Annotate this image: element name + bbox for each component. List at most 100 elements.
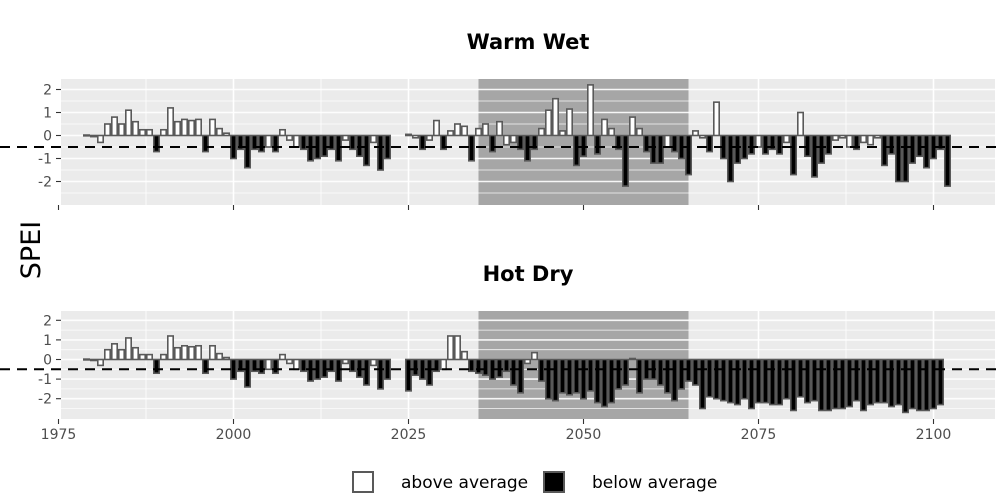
bar-1986 [132, 120, 140, 137]
legend: above average below average [352, 471, 717, 493]
bar-2040 [509, 358, 517, 386]
bar-2096 [901, 134, 909, 183]
bar-2039 [502, 134, 510, 146]
bar-2089 [852, 358, 860, 402]
bar-1981 [97, 358, 105, 367]
bar-2095 [894, 134, 902, 183]
bar-2041 [516, 358, 524, 394]
bar-2067 [698, 134, 706, 139]
bar-2050 [579, 358, 587, 400]
bar-2078 [775, 358, 783, 406]
bar-2065 [684, 134, 692, 176]
legend-key-above [352, 471, 374, 493]
bar-1993 [181, 118, 189, 137]
bar-2004 [257, 134, 265, 153]
bar-2014 [327, 134, 335, 151]
bar-2091 [866, 134, 874, 146]
bar-1993 [181, 344, 189, 361]
bar-2000 [230, 358, 238, 380]
bar-2076 [761, 134, 769, 155]
x-tick-label: 2075 [741, 427, 777, 443]
bar-2095 [894, 358, 902, 406]
bar-2020 [369, 134, 377, 144]
bar-1992 [174, 346, 182, 361]
bar-2033 [460, 125, 468, 137]
bar-2017 [348, 134, 356, 151]
bar-2066 [691, 130, 699, 137]
bar-1996 [202, 134, 210, 153]
bar-1994 [188, 119, 196, 137]
bar-2022 [383, 358, 391, 380]
bar-2029 [432, 119, 440, 137]
bar-2036 [481, 358, 489, 376]
bar-1992 [174, 120, 182, 137]
x-tick-label: 2050 [566, 427, 602, 443]
bar-2067 [698, 358, 706, 410]
bar-2086 [831, 358, 839, 410]
bar-2028 [425, 358, 433, 386]
x-tick-label: 2025 [391, 427, 427, 443]
bar-2034 [467, 358, 475, 373]
bar-2029 [432, 358, 440, 373]
bar-2006 [271, 358, 279, 375]
legend-label-above: above average [401, 473, 528, 493]
bar-2041 [516, 134, 524, 151]
bar-2061 [656, 134, 664, 164]
bar-2046 [551, 97, 559, 137]
bar-2090 [859, 134, 867, 144]
bar-2092 [873, 358, 881, 404]
bar-2082 [803, 358, 811, 404]
bar-2054 [607, 358, 615, 404]
x-axis-ticks: 1975 2000 2025 2050 2075 2100 [41, 419, 951, 443]
bar-2096 [901, 358, 909, 414]
bar-2080 [789, 134, 797, 176]
bar-2091 [866, 358, 874, 406]
bar-2002 [244, 358, 252, 388]
bar-2058 [635, 358, 643, 394]
bar-2061 [656, 358, 664, 386]
bar-2086 [831, 134, 839, 141]
bar-2069 [712, 101, 720, 137]
bar-2044 [537, 358, 545, 382]
bar-2050 [579, 134, 587, 158]
bar-2068 [705, 358, 713, 398]
bar-2030 [439, 358, 447, 371]
bar-1985 [125, 109, 133, 137]
bar-series [83, 335, 944, 414]
bar-2008 [285, 134, 293, 141]
bar-2076 [761, 358, 769, 404]
bar-2035 [474, 127, 482, 137]
bar-2005 [264, 358, 272, 371]
bar-2099 [922, 134, 930, 169]
bar-2071 [726, 134, 734, 183]
bar-2072 [733, 358, 741, 406]
bar-2074 [747, 134, 755, 155]
y-axis-ticks: 2 1 0 -1 -2 [38, 83, 61, 191]
bar-2054 [607, 127, 615, 137]
bar-1991 [167, 107, 175, 137]
bar-2102 [943, 134, 951, 187]
bar-2085 [824, 134, 832, 155]
y-tick-label: -2 [38, 175, 52, 191]
legend-key-below [543, 471, 565, 493]
bar-2099 [922, 358, 930, 412]
bar-2087 [838, 358, 846, 410]
bar-1996 [202, 358, 210, 375]
bar-2080 [789, 358, 797, 412]
bar-2009 [292, 134, 300, 148]
x-axis-ticks [57, 205, 935, 210]
bar-2058 [635, 127, 643, 137]
bar-2089 [852, 134, 860, 151]
bar-2045 [544, 109, 552, 137]
bar-2002 [244, 134, 252, 169]
bar-1988 [146, 128, 154, 137]
bar-2052 [593, 134, 601, 155]
bar-1986 [132, 346, 140, 361]
bar-2097 [908, 358, 916, 410]
y-tick-label: -1 [38, 372, 52, 388]
bar-2064 [677, 358, 685, 390]
bar-2030 [439, 134, 447, 151]
bar-2033 [460, 350, 468, 361]
bar-2070 [719, 358, 727, 402]
bar-2010 [299, 134, 307, 151]
